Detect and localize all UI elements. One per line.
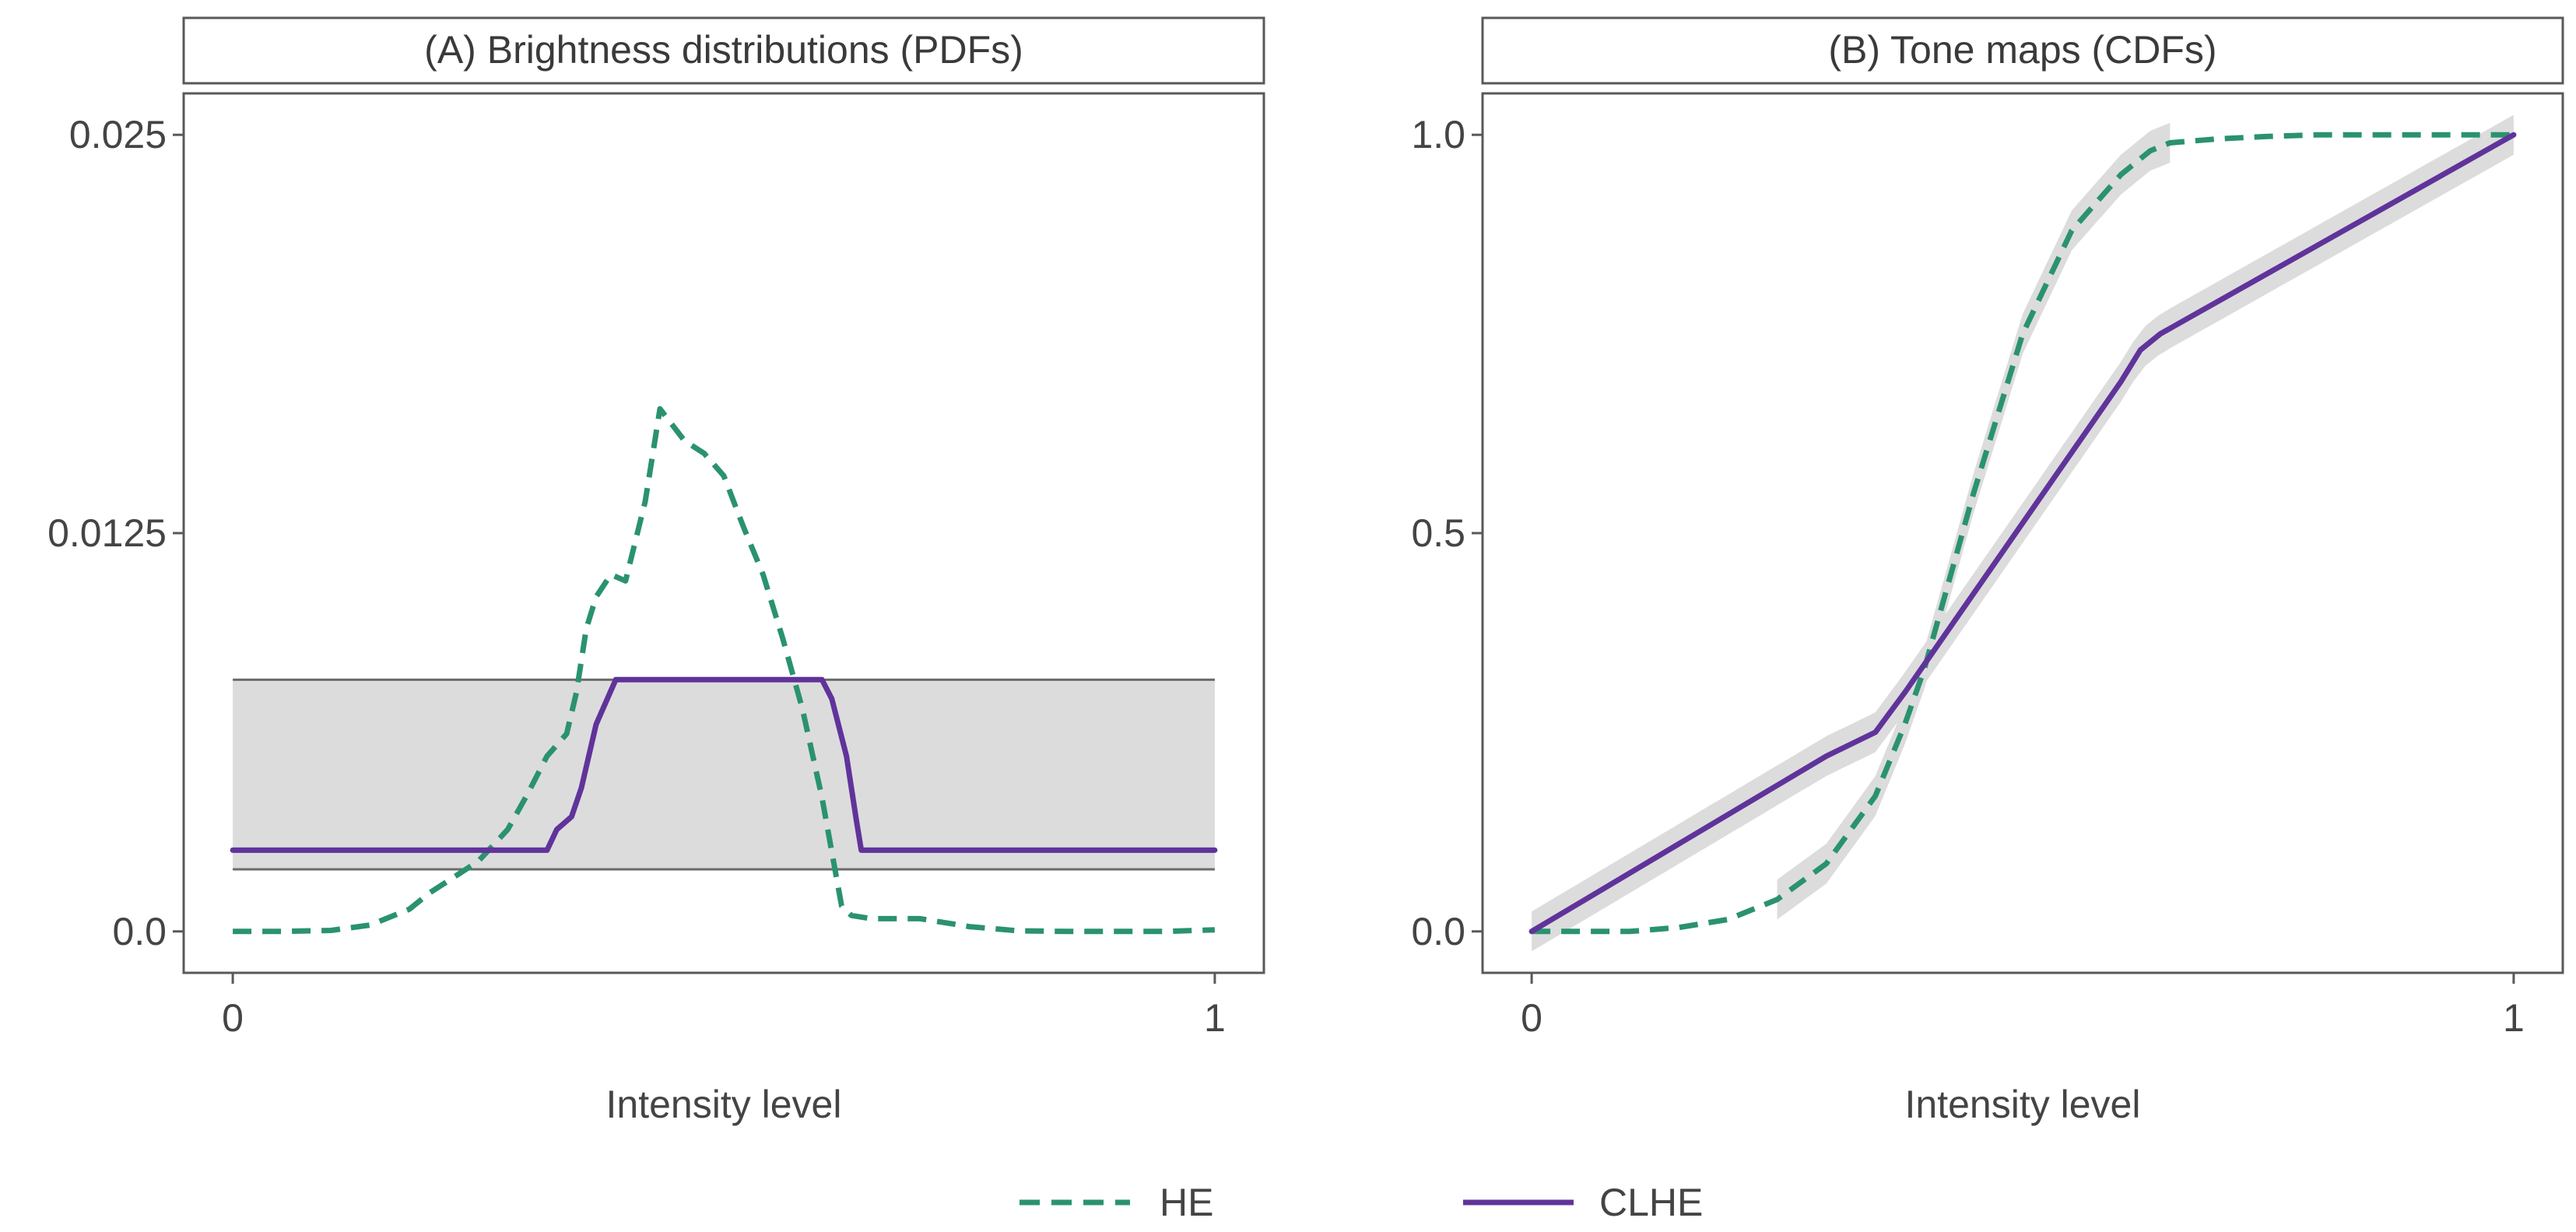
y-tick-label: 0.0 (112, 910, 167, 953)
series-clhe-line (230, 676, 1218, 853)
x-tick-label: 1 (1204, 996, 1226, 1040)
x-tick-label: 1 (2503, 996, 2525, 1040)
band-clhe (1532, 114, 2514, 952)
panel-b-series (1528, 132, 2517, 935)
clip-limit-band (233, 678, 1215, 871)
panel-a-strip (182, 16, 1265, 85)
legend-clhe-label: CLHE (1599, 1181, 1703, 1224)
panel-a-title: (A) Brightness distributions (PDFs) (424, 28, 1023, 72)
panel-b-y-axis: 0.0 0.5 1.0 (1411, 113, 1483, 953)
y-tick-label: 0.0125 (47, 511, 167, 555)
confidence-bands (1532, 114, 2514, 952)
x-tick-label: 0 (1521, 996, 1542, 1040)
y-tick-label: 0.5 (1411, 511, 1465, 555)
panel-a: (A) Brightness distributions (PDFs) 0.00… (47, 16, 1265, 1126)
panel-a-y-axis: 0.0 0.0125 0.025 (47, 113, 184, 953)
y-tick-label: 0.0 (1411, 910, 1465, 953)
series-he-line (233, 405, 1216, 935)
panel-a-x-axis-title: Intensity level (606, 1083, 842, 1126)
panel-a-series (230, 405, 1218, 935)
series-clhe-line (1528, 132, 2517, 935)
panel-b-strip (1481, 16, 2564, 85)
panel-b-title: (B) Tone maps (CDFs) (1828, 28, 2216, 72)
x-tick-label: 0 (222, 996, 244, 1040)
legend: HE CLHE (1020, 1181, 1703, 1224)
series-he-line (1532, 132, 2514, 935)
panel-b-x-axis-title: Intensity level (1905, 1083, 2141, 1126)
legend-he-label: HE (1160, 1181, 1213, 1224)
y-tick-label: 1.0 (1411, 113, 1465, 156)
clip-band-fill (233, 679, 1215, 869)
y-tick-label: 0.025 (69, 113, 167, 156)
